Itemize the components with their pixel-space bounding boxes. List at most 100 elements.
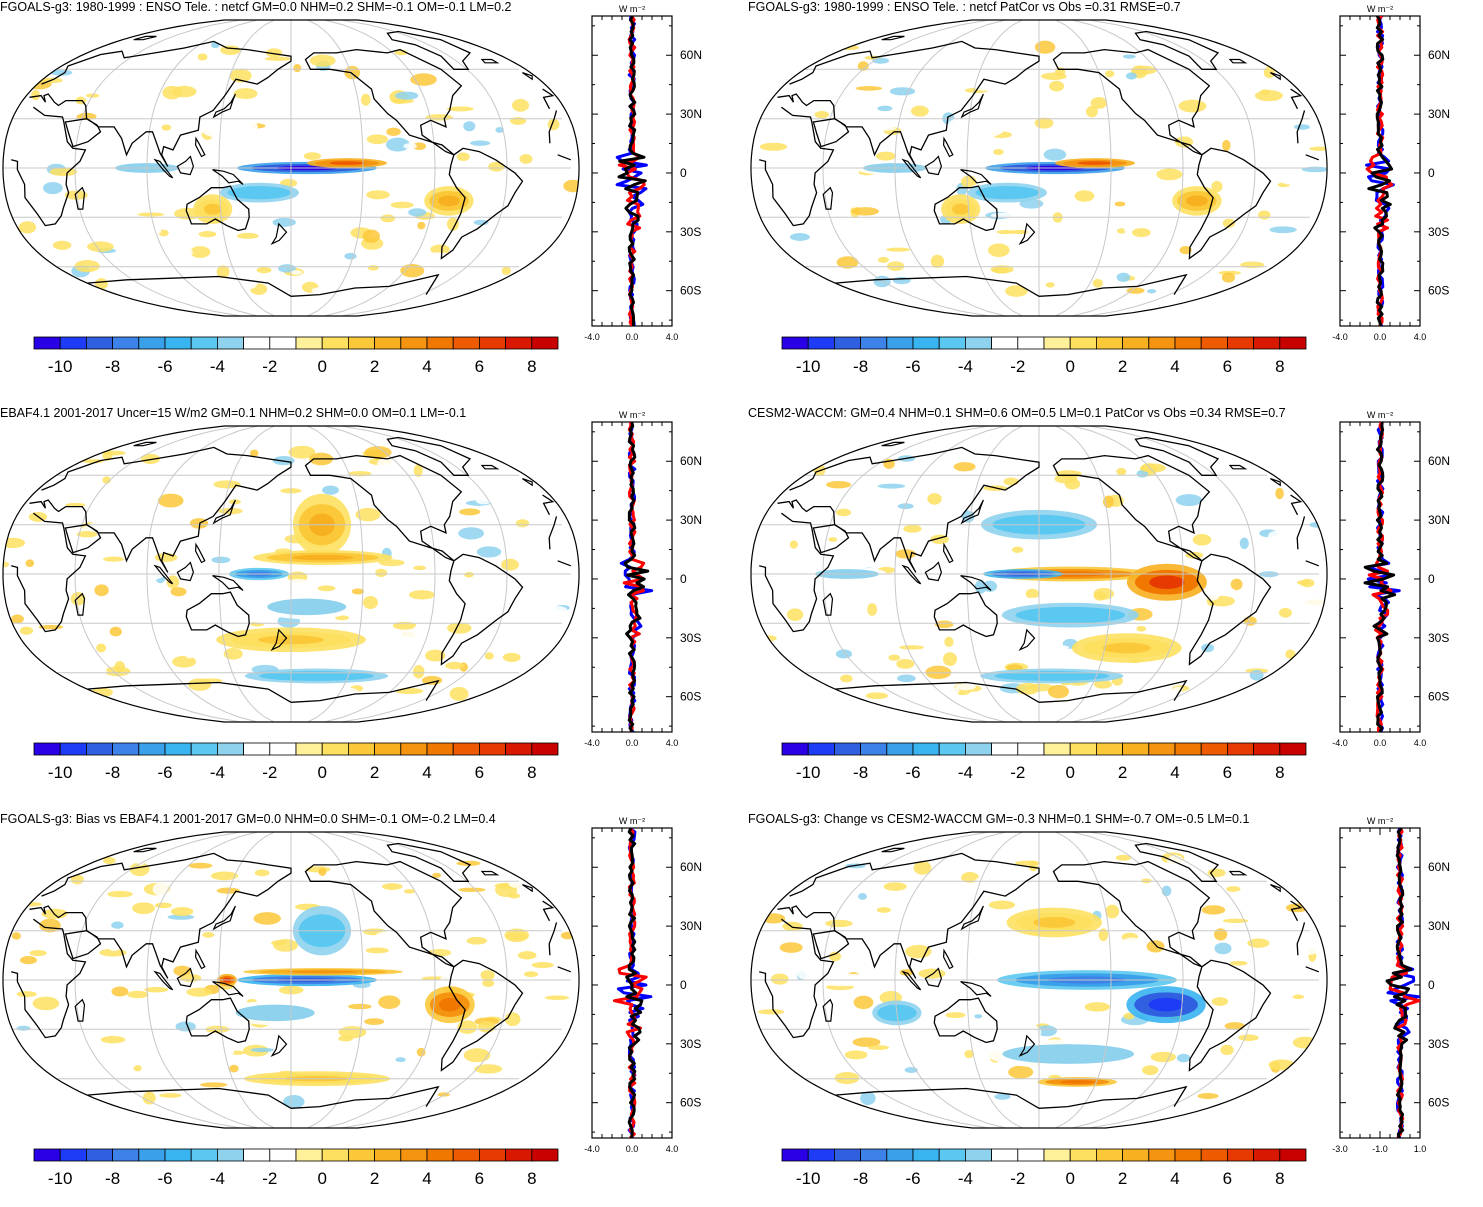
coastline-japan [212, 93, 236, 119]
coastline-australia [185, 185, 250, 232]
field-patch [873, 275, 891, 288]
coastline-uk [1270, 72, 1281, 81]
field-patch [413, 464, 423, 478]
field-patch [1008, 1065, 1034, 1079]
colorbar-tick-label: 8 [527, 763, 536, 782]
field-patch [858, 893, 867, 900]
coastline-new-zealand [270, 628, 288, 651]
profile-lat-label: 60S [1428, 284, 1449, 298]
coastline-africa [11, 106, 572, 227]
field-patch [159, 1093, 182, 1098]
field-patch [1201, 643, 1215, 653]
colorbar-bin [834, 742, 862, 756]
field-patch [938, 253, 956, 258]
field-patch [142, 1091, 156, 1105]
field-patch [1221, 272, 1235, 283]
coastline-iceland [1228, 58, 1248, 64]
field-patch [945, 1012, 966, 1019]
field-patch [162, 85, 182, 100]
colorbar-tick-label: -8 [105, 763, 120, 782]
field-patch [957, 612, 977, 619]
colorbar-bin [478, 742, 506, 756]
coastline-new-guinea [212, 981, 244, 997]
coastline-north-america [1052, 48, 1211, 156]
colorbar-bin [807, 1148, 835, 1162]
field-patch [440, 505, 456, 512]
profile-lat-label: 60N [680, 454, 702, 468]
field-patch [395, 687, 424, 695]
field-patch [853, 995, 874, 1010]
field-patch [374, 867, 396, 880]
field-patch [867, 603, 878, 616]
field-patch [1309, 146, 1327, 151]
colorbar-bin [938, 1148, 966, 1162]
field-patch [82, 71, 92, 77]
anomaly-blob-core [329, 161, 365, 165]
coastline-antarctica [835, 679, 1188, 703]
coastline-madagascar [822, 592, 834, 616]
colorbar-bin [991, 1148, 1019, 1162]
colorbar-bin [321, 742, 349, 756]
field-patch [1105, 904, 1120, 919]
coastline-philippines [942, 136, 954, 158]
field-patch [288, 445, 316, 459]
colorbar: -10-8-6-4-20246810 [33, 336, 559, 376]
field-patch [940, 1055, 952, 1068]
profile-x-tick-label: -4.0 [584, 332, 600, 342]
field-patch [1128, 1034, 1156, 1049]
field-patch [992, 266, 1009, 274]
field-patch [1114, 201, 1126, 207]
profile-units: W m⁻² [619, 410, 645, 420]
profile-x-tick-label: 4.0 [1414, 332, 1427, 342]
colorbar-bin [1148, 742, 1176, 756]
field-patch [1043, 148, 1067, 161]
colorbar-bin [243, 742, 271, 756]
coastline-philippines [194, 948, 206, 970]
field-patch [758, 956, 783, 968]
colorbar-tick-label: -8 [853, 763, 868, 782]
colorbar-tick-label: 6 [475, 357, 484, 376]
profile-lat-label: 30N [680, 513, 702, 527]
field-patch [362, 596, 378, 610]
field-patch [396, 503, 415, 509]
field-patch [64, 190, 88, 200]
graticule-meridian [146, 832, 258, 1128]
coastline-uk [1270, 478, 1281, 487]
field-patch [394, 91, 419, 100]
field-layer [3, 832, 579, 1128]
field-patch [887, 261, 905, 271]
colorbar-bin [59, 1148, 87, 1162]
field-patch [362, 950, 387, 963]
field-patch [1111, 123, 1126, 133]
colorbar-bin [886, 336, 914, 350]
field-patch [11, 932, 21, 940]
field-patch [409, 1039, 421, 1049]
field-patch [457, 1020, 478, 1034]
field-patch [828, 537, 838, 542]
colorbar-bin [1122, 1148, 1150, 1162]
coastline-borneo [924, 155, 943, 176]
field-patch [229, 1064, 239, 1073]
field-patch [18, 221, 37, 234]
colorbar-bin [295, 336, 323, 350]
field-patch [840, 133, 854, 145]
field-patch [1214, 942, 1232, 955]
field-patch [459, 508, 481, 516]
field-layer [751, 20, 1327, 316]
field-patch [1263, 1001, 1277, 1013]
coastline-iceland [480, 58, 500, 64]
field-patch [544, 995, 570, 1000]
field-patch [360, 93, 371, 106]
coastline-new-zealand [270, 1034, 288, 1057]
field-patch [458, 527, 485, 540]
field-patch [1021, 649, 1047, 658]
profile-line-diff [1363, 422, 1397, 732]
profile-lines [612, 828, 653, 1138]
field-patch [837, 95, 856, 108]
field-patch [210, 871, 239, 881]
field-patch [981, 221, 990, 231]
field-patch [3, 537, 25, 549]
field-patch [1296, 941, 1320, 956]
field-patch [103, 857, 116, 865]
field-patch [161, 124, 172, 131]
